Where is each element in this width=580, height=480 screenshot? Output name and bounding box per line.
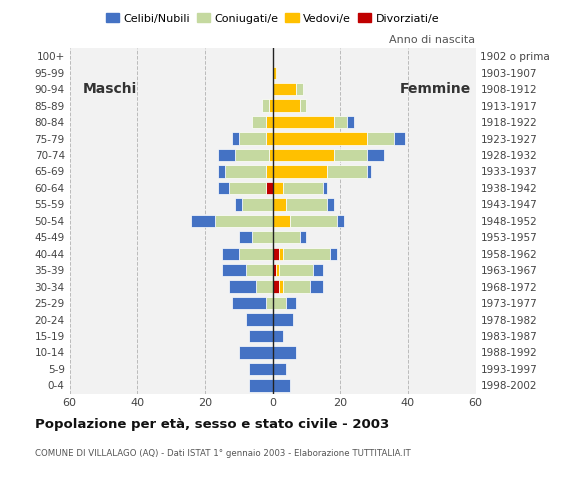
- Bar: [219, 149, 235, 161]
- Bar: [222, 264, 245, 276]
- Bar: [245, 264, 273, 276]
- Bar: [330, 248, 337, 260]
- Bar: [280, 264, 313, 276]
- Bar: [232, 297, 266, 309]
- Bar: [286, 198, 327, 211]
- Bar: [394, 132, 405, 144]
- Bar: [222, 248, 239, 260]
- Bar: [269, 99, 273, 112]
- Bar: [256, 280, 273, 293]
- Bar: [215, 215, 273, 227]
- Bar: [273, 346, 296, 359]
- Bar: [296, 83, 303, 96]
- Bar: [273, 280, 280, 293]
- Bar: [280, 280, 283, 293]
- Bar: [219, 182, 229, 194]
- Text: Popolazione per età, sesso e stato civile - 2003: Popolazione per età, sesso e stato civil…: [35, 418, 389, 431]
- Bar: [269, 149, 273, 161]
- Bar: [347, 116, 354, 128]
- Bar: [273, 330, 283, 342]
- Bar: [334, 149, 367, 161]
- Bar: [273, 231, 300, 243]
- Bar: [273, 83, 296, 96]
- Bar: [273, 363, 286, 375]
- Bar: [283, 182, 324, 194]
- Bar: [191, 215, 215, 227]
- Text: Anno di nascita: Anno di nascita: [390, 35, 476, 45]
- Bar: [266, 165, 273, 178]
- Bar: [273, 215, 289, 227]
- Bar: [273, 313, 293, 326]
- Bar: [313, 264, 324, 276]
- Text: Maschi: Maschi: [83, 82, 137, 96]
- Bar: [252, 231, 273, 243]
- Bar: [324, 182, 327, 194]
- Bar: [367, 165, 371, 178]
- Bar: [273, 182, 283, 194]
- Bar: [266, 132, 273, 144]
- Bar: [235, 198, 242, 211]
- Bar: [337, 215, 343, 227]
- Bar: [249, 363, 273, 375]
- Bar: [273, 264, 276, 276]
- Bar: [300, 99, 306, 112]
- Bar: [249, 379, 273, 392]
- Bar: [229, 182, 266, 194]
- Bar: [273, 149, 333, 161]
- Bar: [235, 149, 269, 161]
- Bar: [367, 149, 385, 161]
- Bar: [239, 248, 273, 260]
- Bar: [239, 346, 273, 359]
- Bar: [249, 330, 273, 342]
- Bar: [273, 99, 300, 112]
- Bar: [266, 116, 273, 128]
- Legend: Celibi/Nubili, Coniugati/e, Vedovi/e, Divorziati/e: Celibi/Nubili, Coniugati/e, Vedovi/e, Di…: [102, 9, 444, 28]
- Bar: [289, 215, 337, 227]
- Bar: [219, 165, 225, 178]
- Bar: [273, 297, 286, 309]
- Bar: [334, 116, 347, 128]
- Bar: [232, 132, 239, 144]
- Bar: [239, 132, 266, 144]
- Bar: [263, 99, 269, 112]
- Text: Femmine: Femmine: [400, 82, 470, 96]
- Bar: [273, 198, 286, 211]
- Bar: [239, 231, 252, 243]
- Bar: [327, 165, 367, 178]
- Bar: [245, 313, 273, 326]
- Bar: [266, 182, 273, 194]
- Bar: [283, 248, 330, 260]
- Bar: [310, 280, 324, 293]
- Bar: [225, 165, 266, 178]
- Bar: [286, 297, 296, 309]
- Bar: [242, 198, 273, 211]
- Bar: [367, 132, 394, 144]
- Bar: [266, 297, 273, 309]
- Bar: [273, 165, 327, 178]
- Bar: [280, 248, 283, 260]
- Bar: [273, 379, 289, 392]
- Bar: [327, 198, 333, 211]
- Bar: [300, 231, 306, 243]
- Bar: [273, 132, 367, 144]
- Text: COMUNE DI VILLALAGO (AQ) - Dati ISTAT 1° gennaio 2003 - Elaborazione TUTTITALIA.: COMUNE DI VILLALAGO (AQ) - Dati ISTAT 1°…: [35, 449, 411, 458]
- Bar: [273, 248, 280, 260]
- Bar: [229, 280, 256, 293]
- Bar: [283, 280, 310, 293]
- Bar: [273, 116, 333, 128]
- Bar: [252, 116, 266, 128]
- Bar: [276, 264, 280, 276]
- Bar: [273, 67, 276, 79]
